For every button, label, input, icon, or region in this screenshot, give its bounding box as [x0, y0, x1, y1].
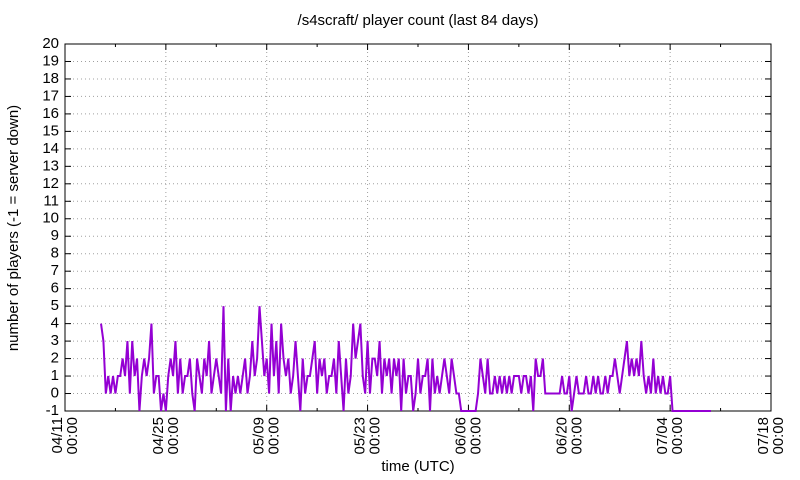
x-tick-label: 07/0400:00 [654, 417, 686, 455]
x-tick-label: 07/1800:00 [755, 417, 787, 455]
x-tick-label: 05/0900:00 [251, 417, 283, 455]
y-tick-label: 16 [42, 105, 59, 122]
y-tick-label: 14 [42, 140, 59, 157]
y-axis-label: number of players (-1 = server down) [5, 105, 22, 351]
y-tick-label: 5 [51, 297, 59, 314]
y-tick-label: 12 [42, 175, 59, 192]
y-tick-label: 2 [51, 350, 59, 367]
y-tick-label: 1 [51, 367, 59, 384]
y-tick-label: 18 [42, 70, 59, 87]
data-line [100, 306, 711, 412]
x-axis-label: time (UTC) [381, 458, 454, 475]
y-tick-label: 8 [51, 245, 59, 262]
plot-border [64, 43, 772, 412]
y-tick-label: 4 [51, 315, 59, 332]
y-tick-label: 7 [51, 262, 59, 279]
y-tick-label: 11 [43, 192, 59, 209]
x-tick-label: 04/1100:00 [49, 417, 81, 455]
y-tick-label: 19 [42, 52, 59, 69]
y-tick-label: 9 [51, 227, 59, 244]
y-tick-label: 13 [42, 157, 59, 174]
y-tick-label: -1 [46, 402, 59, 419]
chart-title: /s4scraft/ player count (last 84 days) [298, 12, 539, 29]
x-tick-label: 05/2300:00 [352, 417, 384, 455]
x-tick-label: 06/2000:00 [553, 417, 585, 455]
x-tick-label: 06/0600:00 [452, 417, 484, 455]
y-tick-label: 3 [51, 332, 59, 349]
y-tick-label: 20 [42, 35, 59, 52]
x-tick-label: 04/2500:00 [150, 417, 182, 455]
y-tick-label: 17 [42, 87, 59, 104]
y-tick-label: 0 [51, 384, 59, 401]
y-tick-label: 15 [42, 122, 59, 139]
y-tick-label: 10 [42, 210, 59, 227]
y-tick-label: 6 [51, 280, 59, 297]
